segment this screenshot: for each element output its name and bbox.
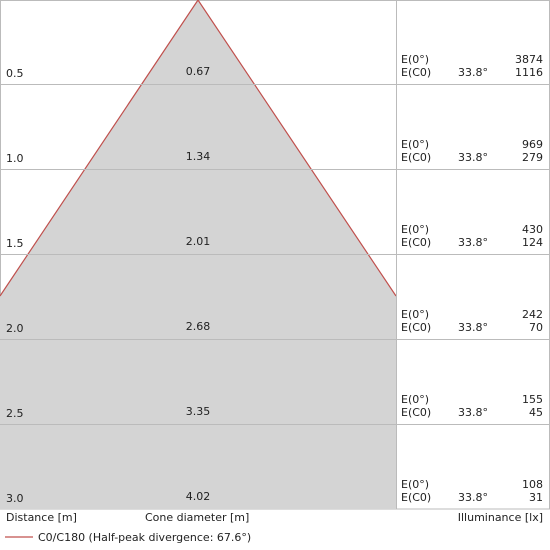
e0-value: 108 — [522, 478, 543, 491]
ec0-label: E(C0) — [401, 151, 431, 164]
ec0-label: E(C0) — [401, 491, 431, 504]
angle: 33.8° — [458, 66, 488, 79]
angle: 33.8° — [458, 321, 488, 334]
ec0-label: E(C0) — [401, 406, 431, 419]
cone-diameter: 3.35 — [186, 405, 211, 418]
footer-distance: Distance [m] — [6, 511, 77, 524]
e0-value: 155 — [522, 393, 543, 406]
footer-diameter: Cone diameter [m] — [145, 511, 249, 524]
cone-diameter: 0.67 — [186, 65, 211, 78]
distance: 0.5 — [6, 67, 24, 80]
ec0-label: E(C0) — [401, 66, 431, 79]
e0-label: E(0°) — [401, 478, 429, 491]
distance: 3.0 — [6, 492, 24, 505]
angle: 33.8° — [458, 151, 488, 164]
e0-label: E(0°) — [401, 53, 429, 66]
ec0-value: 279 — [522, 151, 543, 164]
legend-text: C0/C180 (Half-peak divergence: 67.6°) — [38, 531, 251, 544]
distance: 1.0 — [6, 152, 24, 165]
e0-label: E(0°) — [401, 308, 429, 321]
cone-edge — [0, 0, 397, 297]
ec0-label: E(C0) — [401, 236, 431, 249]
ec0-label: E(C0) — [401, 321, 431, 334]
e0-label: E(0°) — [401, 223, 429, 236]
e0-value: 242 — [522, 308, 543, 321]
e0-label: E(0°) — [401, 393, 429, 406]
ec0-value: 70 — [529, 321, 543, 334]
ec0-value: 1116 — [515, 66, 543, 79]
ec0-value: 31 — [529, 491, 543, 504]
ec0-value: 124 — [522, 236, 543, 249]
e0-value: 3874 — [515, 53, 543, 66]
cone-diameter: 4.02 — [186, 490, 211, 503]
angle: 33.8° — [458, 236, 488, 249]
cone-diameter: 1.34 — [186, 150, 211, 163]
distance: 2.5 — [6, 407, 24, 420]
cone-diameter: 2.01 — [186, 235, 211, 248]
cone-diameter: 2.68 — [186, 320, 211, 333]
e0-label: E(0°) — [401, 138, 429, 151]
angle: 33.8° — [458, 491, 488, 504]
angle: 33.8° — [458, 406, 488, 419]
e0-value: 430 — [522, 223, 543, 236]
e0-value: 969 — [522, 138, 543, 151]
distance: 1.5 — [6, 237, 24, 250]
distance: 2.0 — [6, 322, 24, 335]
ec0-value: 45 — [529, 406, 543, 419]
footer-illuminance: Illuminance [lx] — [458, 511, 543, 524]
